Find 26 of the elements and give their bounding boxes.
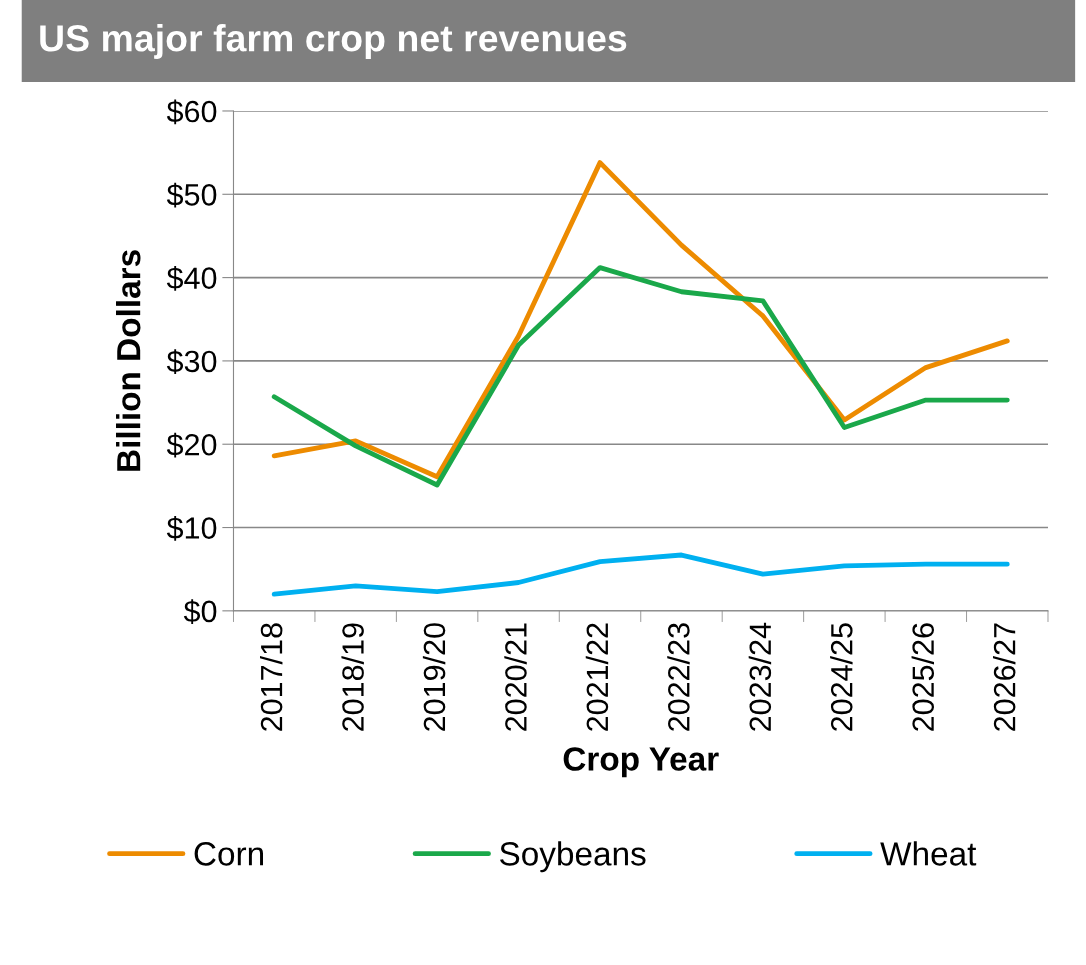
- y-tick-label: $60: [166, 99, 217, 125]
- y-tick-label: $30: [166, 349, 217, 375]
- line-series: [271, 160, 1010, 480]
- x-tick-label: 2026/27: [993, 623, 1016, 731]
- y-axis-title: Billion Dollars: [116, 250, 141, 471]
- y-tick-label: $50: [166, 182, 217, 208]
- x-tick-label: 2017/18: [259, 623, 283, 731]
- line-series: [271, 552, 1010, 597]
- x-tick-label: 2019/20: [422, 623, 446, 731]
- chart-title: US major farm crop net revenues: [40, 24, 627, 59]
- x-axis-title: Crop Year: [563, 747, 719, 778]
- legend-label: Wheat: [880, 841, 977, 866]
- x-tick-label: 2022/23: [667, 623, 690, 731]
- line-series: [271, 265, 1010, 488]
- y-tick-label: $10: [166, 515, 217, 541]
- x-tick-label: 2018/19: [341, 623, 364, 731]
- y-tick-label: $0: [183, 599, 217, 625]
- legend-label: Corn: [194, 842, 264, 866]
- y-tick-label: $20: [166, 432, 217, 458]
- x-tick-label: 2020/21: [504, 623, 527, 731]
- y-tick-label: $40: [166, 266, 217, 291]
- x-tick-label: 2021/22: [585, 623, 609, 731]
- legend-label: Soybeans: [500, 841, 646, 873]
- x-tick-label: 2024/25: [830, 623, 853, 731]
- x-tick-label: 2023/24: [748, 622, 772, 731]
- x-tick-label: 2025/26: [911, 623, 935, 731]
